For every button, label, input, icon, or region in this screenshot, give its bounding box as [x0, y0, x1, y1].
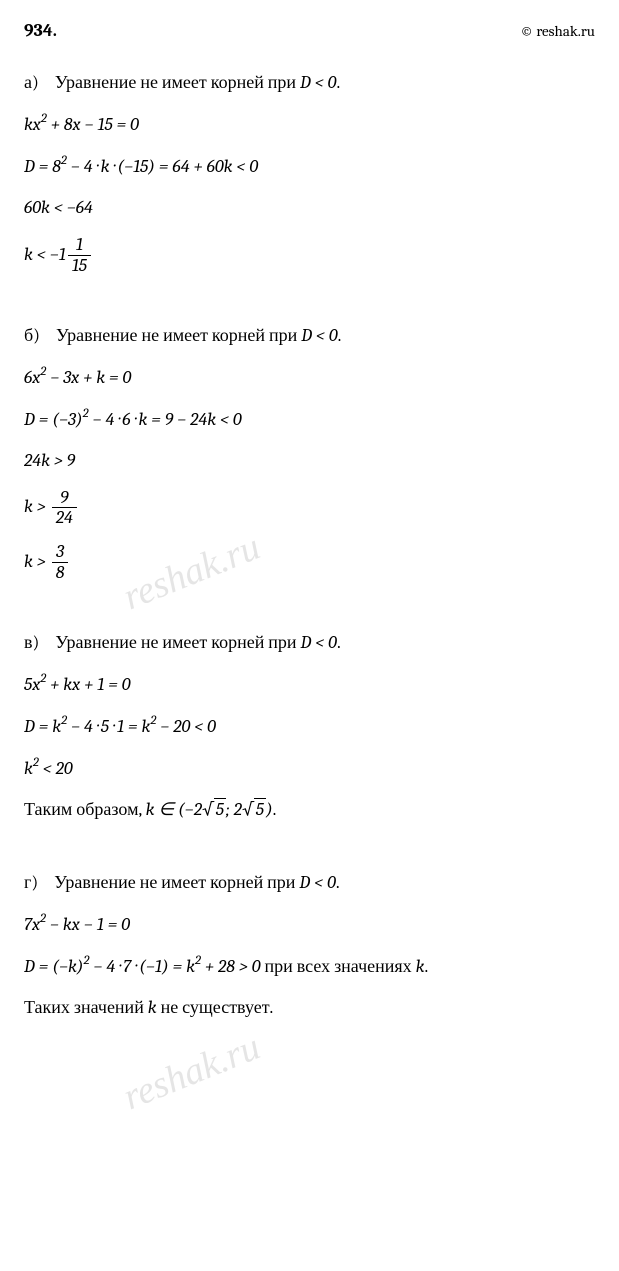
concl-prefix: Таких значений — [24, 997, 148, 1018]
intro-cond: D < 0 — [299, 872, 335, 893]
step-text: k > 924 — [24, 496, 79, 517]
intro-suffix: . — [336, 72, 340, 93]
discriminant: D = (−k)2 − 4 · 7 · (−1) = k2 + 28 > 0 п… — [24, 952, 595, 980]
intro-suffix: . — [336, 872, 340, 893]
step-text: 24k > 9 — [24, 450, 75, 471]
step-text: k < −1115 — [24, 244, 93, 265]
step: k2 < 20 — [24, 754, 595, 782]
conclusion: Таких значений k не существует. — [24, 994, 595, 1021]
step-text: k > 38 — [24, 551, 70, 572]
concl-math: k ∈ (−25; 25) — [146, 799, 273, 820]
eq-text: 5x2 + kx + 1 = 0 — [24, 674, 131, 695]
discriminant: D = 82 − 4 · k · (−15) = 64 + 60k < 0 — [24, 152, 595, 180]
concl-prefix: Таким образом, — [24, 799, 146, 820]
concl-suffix: . — [273, 799, 277, 820]
conclusion: Таким образом, k ∈ (−25; 25). — [24, 796, 595, 823]
eq-text: kx2 + 8x − 15 = 0 — [24, 114, 139, 135]
disc-text: D = (−k)2 − 4 · 7 · (−1) = k2 + 28 > 0 — [24, 956, 261, 977]
intro-cond: D < 0 — [301, 325, 337, 346]
intro-line: г) Уравнение не имеет корней при D < 0. — [24, 869, 595, 896]
section-label: а) — [24, 72, 39, 93]
intro-text: Уравнение не имеет корней при — [55, 72, 300, 93]
intro-cond: D < 0 — [301, 632, 337, 653]
intro-text: Уравнение не имеет корней при — [55, 632, 300, 653]
disc-text: D = (−3)2 − 4 · 6 · k = 9 − 24k < 0 — [24, 409, 242, 430]
section-c: в) Уравнение не имеет корней при D < 0. … — [24, 629, 595, 823]
section-d: г) Уравнение не имеет корней при D < 0. … — [24, 869, 595, 1021]
section-b: б) Уравнение не имеет корней при D < 0. … — [24, 322, 595, 583]
step-text: k2 < 20 — [24, 758, 73, 779]
disc-text: D = k2 − 4 · 5 · 1 = k2 − 20 < 0 — [24, 716, 216, 737]
intro-text: Уравнение не имеет корней при — [56, 325, 301, 346]
disc-end: . — [424, 956, 428, 977]
section-label: б) — [24, 325, 40, 346]
discriminant: D = k2 − 4 · 5 · 1 = k2 − 20 < 0 — [24, 712, 595, 740]
intro-line: а) Уравнение не имеет корней при D < 0. — [24, 69, 595, 96]
intro-text: Уравнение не имеет корней при — [54, 872, 299, 893]
step: k < −1115 — [24, 235, 595, 276]
intro-line: в) Уравнение не имеет корней при D < 0. — [24, 629, 595, 656]
problem-number: 934. — [24, 20, 57, 41]
intro-line: б) Уравнение не имеет корней при D < 0. — [24, 322, 595, 349]
step: k > 38 — [24, 542, 595, 583]
intro-suffix: . — [338, 325, 342, 346]
eq-text: 6x2 − 3x + k = 0 — [24, 367, 131, 388]
disc-text: D = 82 − 4 · k · (−15) = 64 + 60k < 0 — [24, 156, 258, 177]
disc-suffix: при всех значениях — [261, 956, 416, 977]
intro-cond: D < 0 — [300, 72, 336, 93]
equation: 5x2 + kx + 1 = 0 — [24, 670, 595, 698]
section-a: а) Уравнение не имеет корней при D < 0. … — [24, 69, 595, 276]
section-label: г) — [24, 872, 38, 893]
intro-suffix: . — [337, 632, 341, 653]
equation: 7x2 − kx − 1 = 0 — [24, 910, 595, 938]
eq-text: 7x2 − kx − 1 = 0 — [24, 914, 130, 935]
discriminant: D = (−3)2 − 4 · 6 · k = 9 − 24k < 0 — [24, 405, 595, 433]
watermark: reshak.ru — [117, 1025, 266, 1119]
copyright: © reshak.ru — [520, 22, 595, 40]
step: 60k < −64 — [24, 194, 595, 221]
equation: kx2 + 8x − 15 = 0 — [24, 110, 595, 138]
step-text: 60k < −64 — [24, 197, 93, 218]
header: 934. © reshak.ru — [24, 20, 595, 41]
concl-var: k — [148, 997, 157, 1018]
section-label: в) — [24, 632, 39, 653]
concl-suffix: не существует. — [157, 997, 274, 1018]
step: 24k > 9 — [24, 447, 595, 474]
equation: 6x2 − 3x + k = 0 — [24, 363, 595, 391]
step: k > 924 — [24, 488, 595, 529]
